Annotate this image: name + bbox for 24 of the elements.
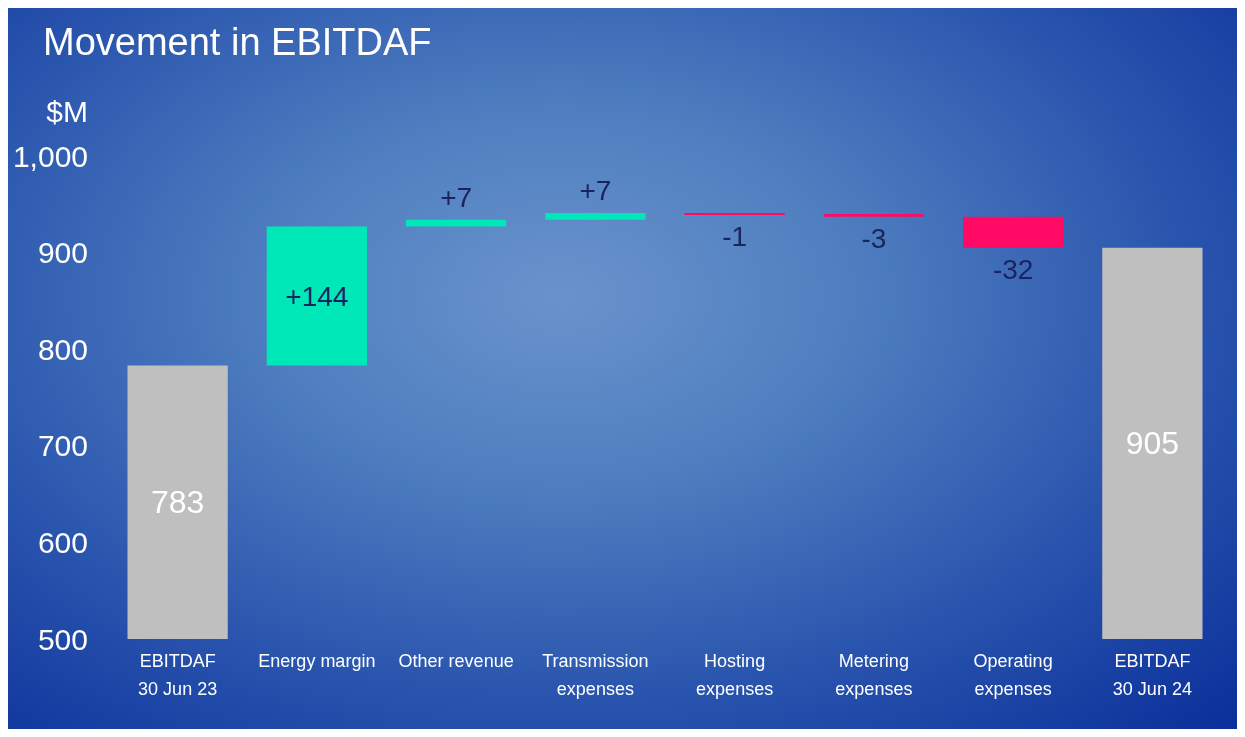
data-label: 905	[1125, 425, 1180, 462]
data-label: +7	[579, 175, 612, 207]
x-tick-label: Other revenue	[398, 651, 514, 671]
data-label: -1	[722, 221, 748, 253]
data-label: -3	[861, 223, 887, 255]
y-tick-label: 700	[37, 429, 88, 463]
x-tick-label: Transmission expenses	[542, 651, 649, 699]
y-tick-label: 500	[37, 622, 88, 656]
data-label: 783	[150, 484, 205, 521]
y-axis-title: $M	[46, 94, 88, 128]
x-tick-label: Hosting expenses	[696, 651, 774, 699]
x-tick-label: Energy margin	[258, 651, 376, 671]
y-tick-label: 600	[37, 525, 88, 559]
y-tick-label: 800	[37, 332, 88, 366]
data-label: -32	[992, 254, 1034, 286]
chart-title: Movement in EBITDAF	[43, 21, 432, 63]
x-tick-label: EBITDAF 30 Jun 24	[1112, 651, 1192, 699]
y-tick-label: 1,000	[12, 139, 88, 173]
x-tick-label: Metering expenses	[835, 651, 913, 699]
x-tick-label: EBITDAF 30 Jun 23	[138, 651, 218, 699]
y-tick-label: 900	[37, 236, 88, 270]
data-label: +144	[285, 280, 349, 312]
x-tick-label: Operating expenses	[973, 651, 1053, 699]
data-label: +7	[440, 182, 473, 214]
